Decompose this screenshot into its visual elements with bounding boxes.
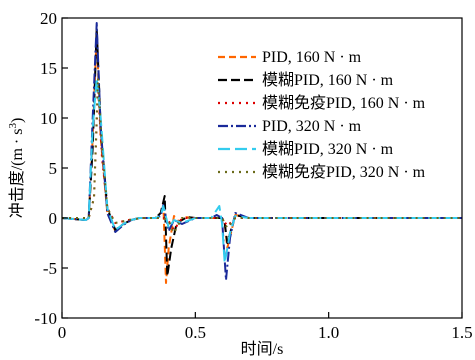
y-axis-title-main: 冲击度/(m · s xyxy=(8,129,26,219)
x-tick-label: 0.5 xyxy=(185,323,206,342)
y-tick-label: 0 xyxy=(49,209,58,228)
x-axis: 0 0.5 1.0 1.5 xyxy=(58,312,473,342)
x-tick-label: 1.0 xyxy=(318,323,339,342)
legend-label-2: 模糊PID, 160 N · m xyxy=(262,71,394,89)
y-tick-label: 10 xyxy=(40,109,57,128)
legend-label-3: 模糊免疫PID, 160 N · m xyxy=(262,94,426,112)
y-tick-label: 5 xyxy=(49,159,58,178)
x-tick-label: 0 xyxy=(58,323,67,342)
y-tick-label: -10 xyxy=(34,309,57,328)
legend-label-4: PID, 320 N · m xyxy=(262,118,362,135)
legend: PID, 160 N · m 模糊PID, 160 N · m 模糊免疫PID, 1… xyxy=(218,49,426,181)
x-tick-label: 1.5 xyxy=(451,323,472,342)
y-axis-title-end: ) xyxy=(9,118,26,123)
y-axis: -10 -5 0 5 10 15 20 xyxy=(34,9,68,328)
y-tick-label: 20 xyxy=(40,9,57,28)
legend-label-1: PID, 160 N · m xyxy=(262,49,362,66)
y-axis-title: 冲击度/(m · s3) xyxy=(7,118,26,219)
y-tick-label: -5 xyxy=(43,259,57,278)
y-tick-label: 15 xyxy=(40,59,57,78)
legend-label-6: 模糊免疫PID, 320 N · m xyxy=(262,163,426,181)
series-line-1 xyxy=(62,33,462,283)
x-axis-title: 时间/s xyxy=(241,340,284,358)
legend-label-5: 模糊PID, 320 N · m xyxy=(262,140,394,158)
